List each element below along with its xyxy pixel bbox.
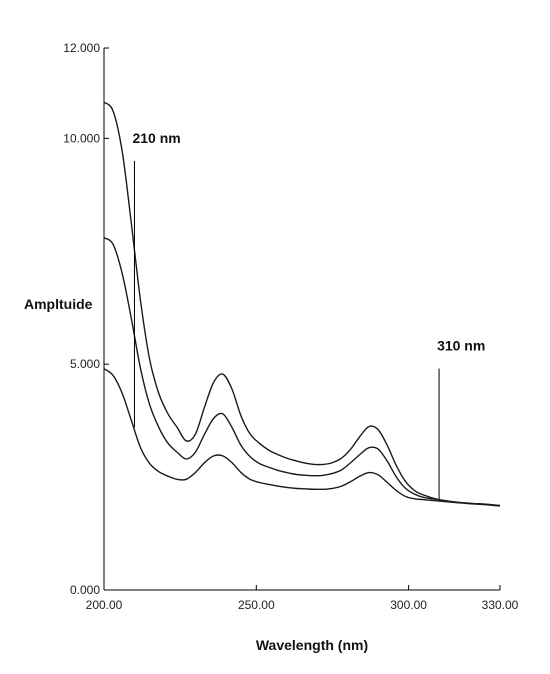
x-tick-label: 330.00 — [482, 598, 519, 612]
annotations: 210 nm 310 nm — [132, 130, 485, 500]
y-tick-label: 10.000 — [63, 131, 100, 145]
y-axis-label: Ampltuide — [24, 296, 93, 312]
series-group — [103, 101, 501, 507]
spectrum-line-2 — [103, 237, 501, 507]
x-axis-label: Wavelength (nm) — [256, 637, 368, 653]
x-tick-label: 200.00 — [86, 598, 123, 612]
y-tick-label: 0.000 — [70, 583, 100, 597]
spectrum-line-3 — [103, 368, 501, 507]
x-ticks: 200.00 250.00 300.00 330.00 — [86, 585, 519, 612]
x-tick-label: 250.00 — [238, 598, 275, 612]
annotation-label-2: 310 nm — [437, 338, 485, 354]
y-ticks: 0.000 5.000 10.000 12.000 — [63, 41, 109, 597]
spectrum-line-1 — [103, 101, 501, 507]
y-tick-label: 12.000 — [63, 41, 100, 55]
x-tick-label: 300.00 — [390, 598, 427, 612]
annotation-label-1: 210 nm — [132, 130, 180, 146]
y-tick-label: 5.000 — [70, 357, 100, 371]
